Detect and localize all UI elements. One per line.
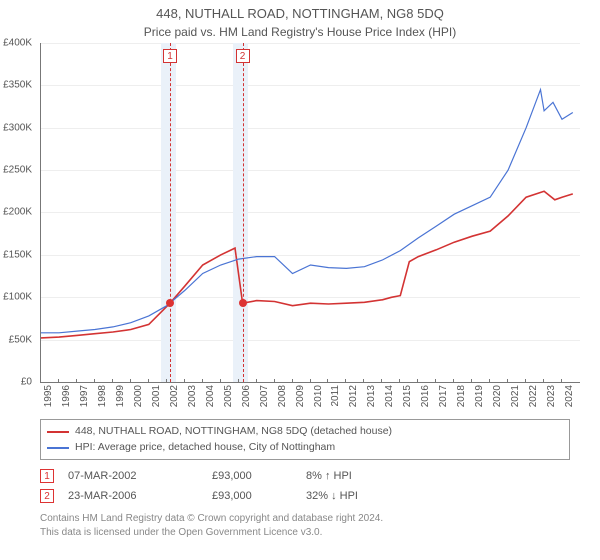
attribution: Contains HM Land Registry data © Crown c… [40,512,570,539]
x-tick-label: 2000 [133,385,144,407]
y-tick-label: £250K [3,165,32,176]
x-tick-label: 2023 [546,385,557,407]
x-tick-label: 2020 [492,385,503,407]
marker-box: 1 [163,49,177,63]
x-tick-label: 1997 [79,385,90,407]
y-axis: £0£50K£100K£150K£200K£250K£300K£350K£400… [0,43,34,383]
y-tick-label: £300K [3,122,32,133]
x-tick-label: 2010 [313,385,324,407]
chart-title: 448, NUTHALL ROAD, NOTTINGHAM, NG8 5DQ [0,0,600,23]
annotation-marker-ref: 1 [40,469,54,483]
plot-area: 12 [40,43,580,383]
x-tick-label: 2004 [205,385,216,407]
legend-label: HPI: Average price, detached house, City… [75,440,335,456]
chart-area: £0£50K£100K£150K£200K£250K£300K£350K£400… [30,43,590,413]
y-tick-label: £350K [3,80,32,91]
y-tick-label: £200K [3,207,32,218]
x-tick-label: 2017 [438,385,449,407]
series-line-price_paid [41,191,573,338]
y-tick-label: £0 [21,376,32,387]
y-tick-label: £150K [3,249,32,260]
x-tick-label: 2005 [223,385,234,407]
x-tick-label: 2006 [241,385,252,407]
chart-subtitle: Price paid vs. HM Land Registry's House … [0,23,600,43]
x-tick-label: 2008 [277,385,288,407]
series-line-hpi [41,89,573,332]
x-tick-label: 2015 [402,385,413,407]
y-tick-label: £400K [3,37,32,48]
legend-swatch [47,447,69,449]
y-tick-label: £100K [3,292,32,303]
annotation-delta: 32% ↓ HPI [306,490,358,502]
x-tick-label: 1998 [97,385,108,407]
x-tick-label: 2007 [259,385,270,407]
annotation-delta: 8% ↑ HPI [306,470,352,482]
series-layer [41,43,580,382]
annotation-date: 23-MAR-2006 [68,490,198,502]
x-tick-label: 2003 [187,385,198,407]
x-tick-label: 2021 [510,385,521,407]
x-tick-label: 2014 [384,385,395,407]
legend-swatch [47,431,69,433]
marker-dot [166,299,174,307]
annotation-marker-ref: 2 [40,489,54,503]
x-tick-label: 2022 [528,385,539,407]
x-tick-label: 2009 [295,385,306,407]
legend-item: HPI: Average price, detached house, City… [47,440,563,456]
x-tick-label: 1999 [115,385,126,407]
attribution-line: Contains HM Land Registry data © Crown c… [40,512,570,526]
x-tick-label: 2013 [366,385,377,407]
legend-label: 448, NUTHALL ROAD, NOTTINGHAM, NG8 5DQ (… [75,424,392,440]
annotation-row: 1 07-MAR-2002 £93,000 8% ↑ HPI [40,466,570,486]
x-tick-label: 2011 [330,385,341,407]
annotation-date: 07-MAR-2002 [68,470,198,482]
x-tick-label: 2019 [474,385,485,407]
x-tick-label: 2002 [169,385,180,407]
x-tick-label: 2001 [151,385,162,407]
legend: 448, NUTHALL ROAD, NOTTINGHAM, NG8 5DQ (… [40,419,570,461]
annotations-table: 1 07-MAR-2002 £93,000 8% ↑ HPI 2 23-MAR-2006 £… [40,466,570,506]
x-tick-label: 2024 [564,385,575,407]
x-tick-label: 1996 [61,385,72,407]
legend-item: 448, NUTHALL ROAD, NOTTINGHAM, NG8 5DQ (… [47,424,563,440]
x-axis: 1995 1996 1997 1998 1999 2000 2001 2002 2003 2004… [40,383,580,413]
marker-dot [239,299,247,307]
x-tick-label: 2018 [456,385,467,407]
annotation-price: £93,000 [212,470,292,482]
x-tick-label: 2016 [420,385,431,407]
marker-box: 2 [236,49,250,63]
x-tick-label: 1995 [43,385,54,407]
attribution-line: This data is licensed under the Open Gov… [40,526,570,540]
y-tick-label: £50K [9,334,32,345]
annotation-row: 2 23-MAR-2006 £93,000 32% ↓ HPI [40,486,570,506]
x-tick-label: 2012 [348,385,359,407]
annotation-price: £93,000 [212,490,292,502]
